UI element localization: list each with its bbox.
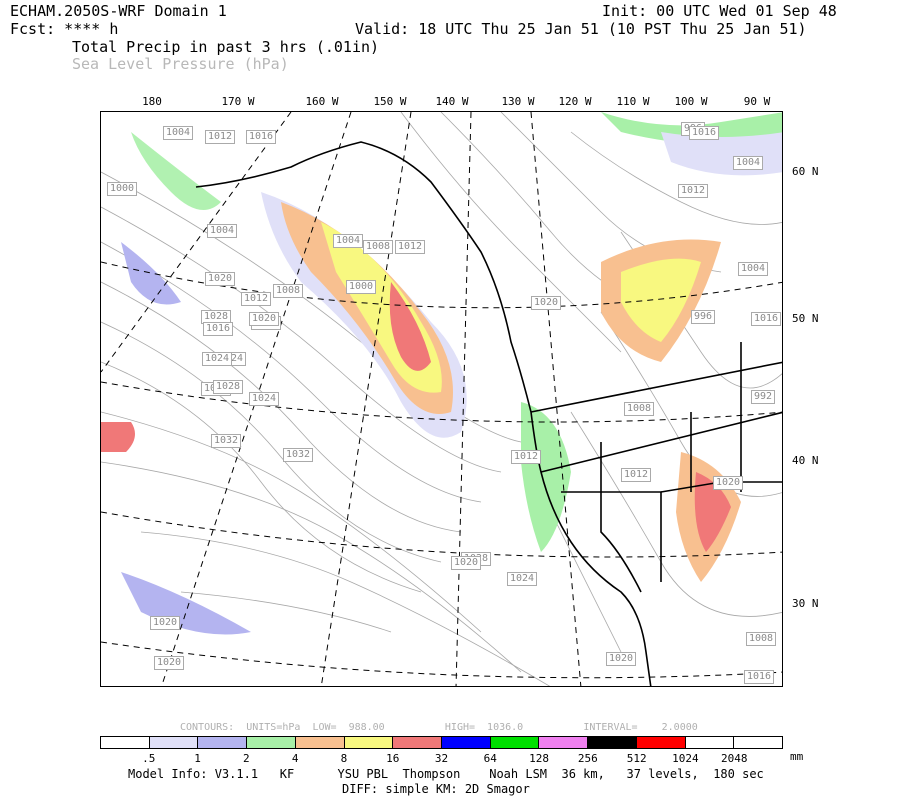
legend-tick-label: 32 (434, 752, 449, 765)
contour-label: 1004 (163, 126, 194, 140)
contour-label: 1012 (678, 184, 709, 198)
lon-label: 170 W (221, 95, 255, 108)
contour-label: 1012 (511, 450, 542, 464)
legend-tick-label: 1024 (672, 752, 699, 765)
legend-swatch (636, 737, 686, 748)
contour-label: 1012 (395, 240, 426, 254)
lon-label: 160 W (305, 95, 339, 108)
contour-label: 1000 (107, 182, 138, 196)
contour-label: 1004 (333, 234, 364, 248)
legend-swatch (685, 737, 735, 748)
contour-label: 1016 (689, 126, 720, 140)
lon-label: 110 W (616, 95, 650, 108)
precip-color-legend (100, 736, 783, 749)
contour-label: 1020 (531, 296, 562, 310)
contour-label: 1020 (606, 652, 637, 666)
map-canvas (101, 112, 782, 686)
legend-tick-label: 256 (577, 752, 598, 765)
contour-label: 1000 (346, 280, 377, 294)
legend-swatch (247, 737, 296, 748)
contour-label: 1020 (150, 616, 181, 630)
init-time: Init: 00 UTC Wed 01 Sep 48 (602, 2, 837, 20)
contour-label: 1008 (746, 632, 777, 646)
model-title: ECHAM.2050S-WRF Domain 1 (10, 2, 227, 20)
contour-label: 1032 (283, 448, 314, 462)
contour-label: 1016 (744, 670, 775, 684)
legend-swatch (344, 737, 394, 748)
legend-swatch (295, 737, 345, 748)
contour-label: 1008 (273, 284, 304, 298)
contour-label: 1016 (751, 312, 782, 326)
contour-label: 1024 (249, 392, 280, 406)
valid-time: Valid: 18 UTC Thu 25 Jan 51 (10 PST Thu … (355, 20, 807, 38)
legend-swatch (393, 737, 443, 748)
contour-label: 1004 (733, 156, 764, 170)
lon-label: 90 W (743, 95, 771, 108)
contour-label: 1012 (241, 292, 272, 306)
contour-label: 1008 (363, 240, 394, 254)
contour-label: 1020 (451, 556, 482, 570)
lon-label: 130 W (501, 95, 535, 108)
precip-shading (101, 112, 782, 635)
contour-label: 1020 (205, 272, 236, 286)
legend-swatch (588, 737, 637, 748)
model-info: Model Info: V3.1.1 KF YSU PBL Thompson N… (128, 767, 764, 781)
lon-label: 150 W (373, 95, 407, 108)
contour-label: 1028 (213, 380, 244, 394)
field-title-precip: Total Precip in past 3 hrs (.01in) (72, 38, 380, 56)
legend-tick-label: 4 (291, 752, 299, 765)
legend-swatch (442, 737, 491, 748)
legend-swatch (539, 737, 589, 748)
contour-label: 1004 (207, 224, 238, 238)
contour-label: 1008 (624, 402, 655, 416)
legend-tick-label: 8 (340, 752, 348, 765)
legend-swatch (490, 737, 540, 748)
contour-label: 1012 (205, 130, 236, 144)
legend-tick-label: 2048 (720, 752, 748, 765)
lat-label: 40 N (792, 454, 819, 467)
lat-label: 60 N (792, 165, 819, 178)
forecast-hour: Fcst: **** h (10, 20, 119, 38)
legend-tick-label: 64 (483, 752, 497, 765)
lat-label: 50 N (792, 312, 819, 325)
lon-label: 180 (142, 95, 162, 108)
weather-map: 1004101210169961000100410081012102010161… (100, 111, 783, 687)
contour-label: 1032 (211, 434, 242, 448)
legend-swatch (149, 737, 199, 748)
legend-swatch (101, 737, 150, 748)
legend-tick-label: 1 (194, 752, 201, 765)
contours-info: CONTOURS: UNITS=hPa LOW= 988.00 HIGH= 10… (180, 722, 698, 733)
contour-label: 1020 (713, 476, 744, 490)
diffusion-info: DIFF: simple KM: 2D Smagor (342, 782, 530, 796)
contour-label: 1012 (621, 468, 652, 482)
lon-label: 120 W (558, 95, 592, 108)
contour-label: 1016 (246, 130, 277, 144)
legend-tick-label: .5 (142, 752, 156, 765)
latlon-grid (101, 112, 782, 686)
contour-label: 1024 (202, 352, 233, 366)
legend-swatch (734, 737, 783, 748)
contour-label: 1016 (203, 322, 234, 336)
contour-label: 1024 (507, 572, 538, 586)
legend-units: mm (790, 750, 804, 763)
lon-label: 140 W (435, 95, 469, 108)
field-title-slp: Sea Level Pressure (hPa) (72, 55, 289, 73)
contour-label: 992 (751, 390, 776, 404)
contour-label: 996 (691, 310, 716, 324)
lat-label: 30 N (792, 597, 819, 610)
legend-swatch (198, 737, 248, 748)
legend-tick-label: 2 (243, 752, 250, 765)
isobars (101, 112, 782, 686)
contour-label: 1020 (249, 312, 280, 326)
lon-label: 100 W (674, 95, 708, 108)
contour-label: 1020 (154, 656, 185, 670)
legend-tick-label: 128 (529, 752, 549, 765)
legend-tick-label: 16 (386, 752, 400, 765)
legend-tick-label: 512 (626, 752, 647, 765)
contour-label: 1004 (738, 262, 769, 276)
